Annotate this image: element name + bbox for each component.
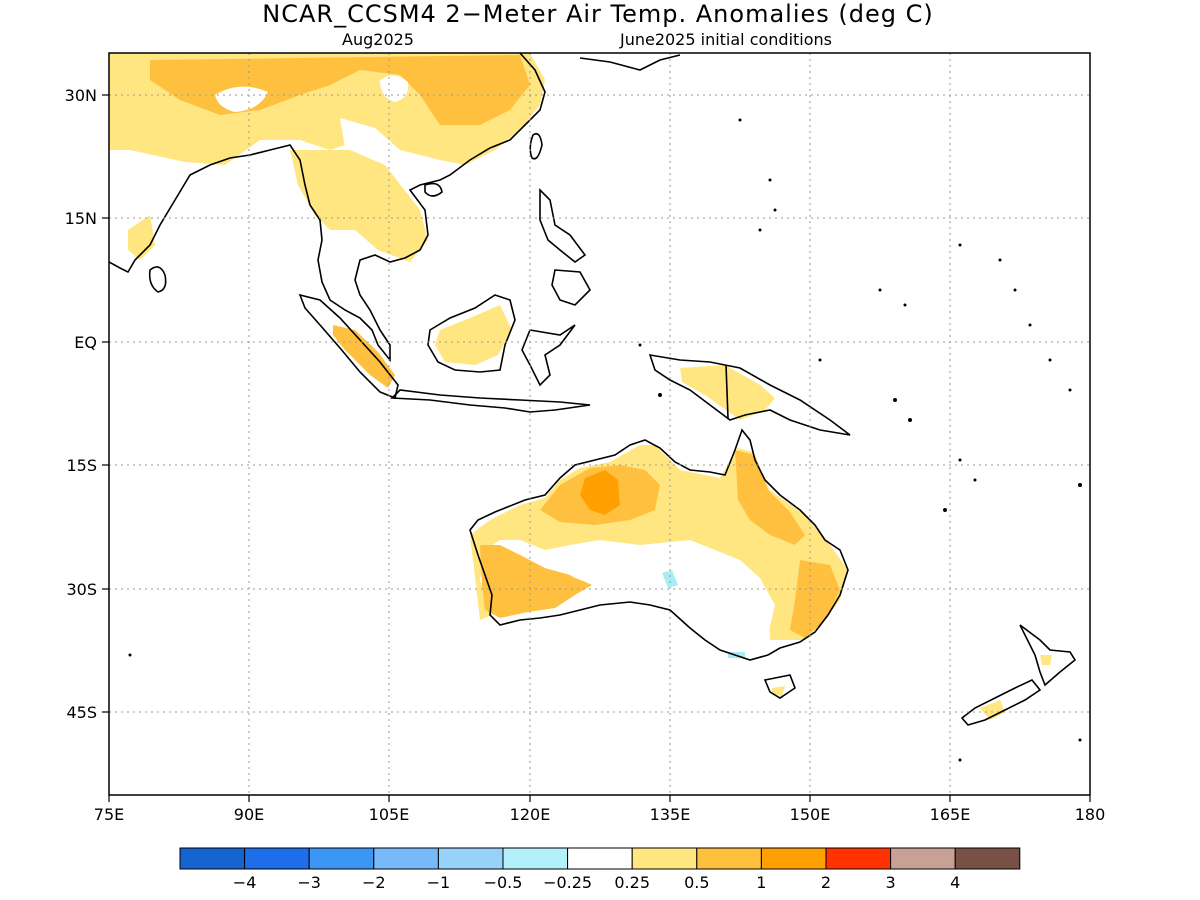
colorbar-swatch: [502, 847, 569, 870]
lon-label: 105E: [369, 805, 410, 824]
border-png: [725, 364, 729, 419]
anomaly-region-india: [128, 215, 155, 260]
map-subtitle-month: Aug2025: [342, 30, 414, 49]
colorbar-label: 4: [950, 873, 960, 892]
gridlines: [109, 53, 1090, 795]
lat-label: EQ: [74, 333, 97, 352]
lat-label: 15N: [65, 209, 97, 228]
anomaly-hole-2: [215, 86, 268, 112]
colorbar-swatch: [890, 847, 956, 870]
lat-label: 30S: [66, 580, 97, 599]
colorbar-label: 0.25: [614, 873, 650, 892]
colorbar-label: −0.5: [484, 873, 523, 892]
coast-mindanao: [551, 269, 591, 306]
coast-asia: [109, 53, 546, 363]
coast-nz-south: [960, 679, 1042, 726]
lon-label: 75E: [94, 805, 124, 824]
colorbar-label: 3: [886, 873, 896, 892]
coast-sulawesi: [521, 324, 576, 387]
anomaly-region-tasmania: [772, 686, 785, 696]
colorbar-label: 0.5: [684, 873, 709, 892]
colorbar-swatch: [696, 847, 762, 870]
coast-tasmania: [763, 674, 796, 699]
lon-label: 120E: [510, 805, 551, 824]
coast-java: [390, 389, 591, 413]
coast-nz-north: [1019, 624, 1077, 687]
anomaly-region-sumatra: [333, 325, 395, 388]
colorbar-label: −2: [362, 873, 386, 892]
plot-frame: [108, 52, 1091, 796]
anomaly-region-australia-w: [480, 545, 592, 618]
colorbar-swatch: [373, 847, 439, 870]
coast-borneo: [427, 294, 516, 373]
map-title: NCAR_CCSM4 2−Meter Air Temp. Anomalies (…: [262, 0, 933, 28]
map-subtitle-init: June2025 initial conditions: [619, 30, 832, 49]
colorbar-swatch: [179, 847, 246, 870]
colorbar-swatch: [631, 847, 698, 870]
colorbar-swatch: [437, 847, 504, 870]
colorbar-swatch: [825, 847, 892, 870]
anomaly-hole-1: [380, 75, 409, 102]
colorbar-label: 2: [821, 873, 831, 892]
colorbar-swatch: [244, 847, 310, 870]
coast-hainan: [424, 182, 443, 197]
anomaly-hole-australia: [520, 545, 775, 648]
anomaly-region-borneo: [435, 305, 512, 365]
anomaly-fill-layer: [109, 53, 1052, 720]
lon-label: 180: [1075, 805, 1106, 824]
anomaly-region-australia-nw-core: [580, 470, 620, 515]
anomaly-region-indochina: [290, 150, 428, 262]
pacific-islands: [128, 118, 1082, 762]
colorbar: −4 −3 −2 −1 −0.5 −0.25 0.25 0.5 1 2 3 4: [179, 847, 1021, 892]
lon-label: 150E: [790, 805, 831, 824]
latitude-labels: 30N 15N EQ 15S 30S 45S: [65, 86, 97, 722]
colorbar-label: −0.25: [543, 873, 592, 892]
anomaly-region-nz-n: [1040, 655, 1052, 665]
coast-luzon: [539, 188, 587, 263]
coastlines: [109, 53, 1077, 726]
longitude-labels: 75E 90E 105E 120E 135E 150E 165E 180: [94, 805, 1106, 824]
colorbar-label: −4: [233, 873, 257, 892]
colorbar-swatch: [760, 847, 827, 870]
lon-label: 165E: [930, 805, 971, 824]
colorbar-swatch: [308, 847, 375, 870]
tick-marks: [102, 94, 1091, 802]
coast-australia: [469, 428, 849, 661]
anomaly-region-nz: [980, 700, 1005, 720]
anomaly-region-australia-e: [790, 560, 840, 638]
coast-taiwan: [529, 132, 543, 160]
anomaly-hole-3: [340, 118, 400, 160]
colorbar-label: −3: [297, 873, 321, 892]
colorbar-label: −1: [427, 873, 451, 892]
coast-japan: [579, 54, 681, 71]
colorbar-swatch: [567, 847, 633, 870]
lon-label: 90E: [234, 805, 264, 824]
lat-label: 45S: [66, 703, 97, 722]
coast-srilanka: [148, 266, 167, 293]
colorbar-label: 1: [756, 873, 766, 892]
lat-label: 15S: [66, 456, 97, 475]
anomaly-cold-spot: [662, 570, 678, 588]
anomaly-region-australia-ne: [735, 450, 805, 545]
coast-newguinea: [648, 353, 851, 436]
lat-label: 30N: [65, 86, 97, 105]
colorbar-swatch: [954, 847, 1021, 870]
lon-label: 135E: [650, 805, 691, 824]
